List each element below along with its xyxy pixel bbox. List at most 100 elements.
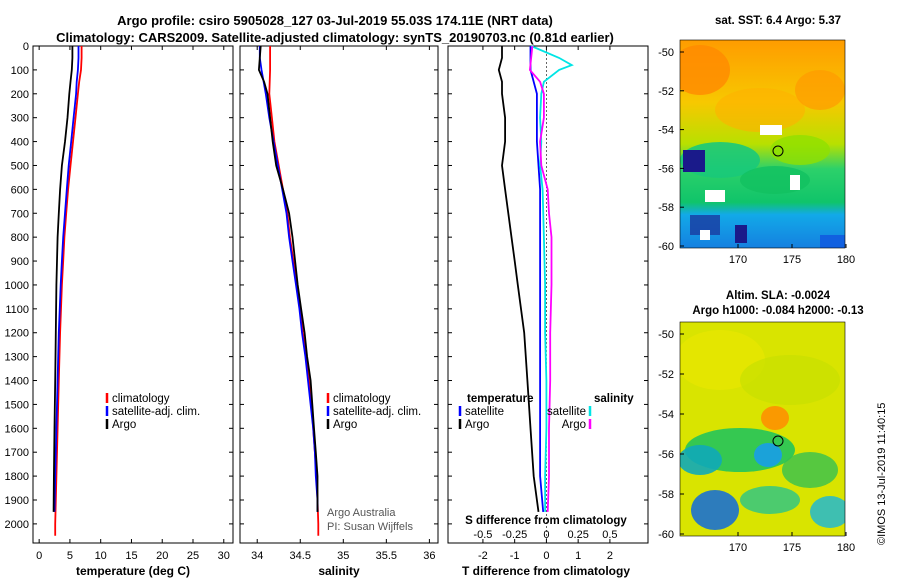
- y-tick-label: 1500: [5, 399, 29, 411]
- series-salinity-argo: [257, 45, 319, 512]
- y-tick-label: 1100: [5, 304, 29, 316]
- x-tick-label: 34.5: [290, 550, 311, 562]
- difference-top-axis-label: S difference from climatology: [465, 515, 627, 527]
- sst-lon-label: 180: [837, 254, 855, 266]
- s-tick-label: -0.25: [502, 529, 527, 541]
- x-tick-label: 0: [543, 550, 549, 562]
- credit-line-1: Argo Australia: [327, 507, 396, 519]
- sla-lat-label: -54: [658, 409, 674, 421]
- sst-lon-label: 170: [729, 254, 747, 266]
- difference-legend-temperature-label: satellite: [465, 406, 504, 418]
- sla-lon-label: 175: [783, 542, 801, 554]
- x-tick-label: 35: [337, 550, 349, 562]
- series-temperature-argo: [52, 46, 74, 512]
- sst-lat-label: -56: [658, 163, 674, 175]
- difference-legend-salinity-label: Argo: [562, 419, 586, 431]
- s-tick-label: 0.25: [567, 529, 588, 541]
- y-tick-label: 2000: [5, 519, 29, 531]
- y-tick-label: 100: [11, 65, 29, 77]
- x-tick-label: 0: [36, 550, 42, 562]
- credit-line-2: PI: Susan Wijffels: [327, 521, 413, 533]
- sst-lat-label: -50: [658, 47, 674, 59]
- y-tick-label: 400: [11, 137, 29, 149]
- y-tick-label: 800: [11, 232, 29, 244]
- series-difference-s-satellite: [530, 45, 574, 512]
- sst-map: [679, 39, 846, 249]
- difference-legend-temperature-title: temperature: [467, 393, 533, 405]
- x-tick-label: 25: [187, 550, 199, 562]
- series-salinity-satellite-adj--clim-: [258, 46, 319, 512]
- y-tick-label: 1800: [5, 471, 29, 483]
- sst-lat-label: -54: [658, 125, 674, 137]
- sla-lon-label: 180: [837, 542, 855, 554]
- title-line-2: Climatology: CARS2009. Satellite-adjuste…: [56, 30, 614, 45]
- x-tick-label: 1: [575, 550, 581, 562]
- y-tick-label: 1200: [5, 328, 29, 340]
- sst-argo-position-marker: [772, 145, 784, 157]
- y-tick-label: 0: [23, 41, 29, 53]
- y-tick-label: 1700: [5, 447, 29, 459]
- difference-axis-label: T difference from climatology: [462, 564, 630, 578]
- title-line-1: Argo profile: csiro 5905028_127 03-Jul-2…: [117, 13, 553, 28]
- s-tick-label: 0.5: [602, 529, 617, 541]
- x-tick-label: 34: [251, 550, 263, 562]
- temperature-legend-label: satellite-adj. clim.: [112, 406, 200, 418]
- y-tick-label: 600: [11, 184, 29, 196]
- s-tick-label: 0: [543, 529, 549, 541]
- sst-cold-patch: [683, 150, 705, 172]
- salinity-axis-label: salinity: [318, 564, 360, 578]
- series-temperature-satellite-adj--clim-: [53, 46, 80, 512]
- temperature-legend-label: Argo: [112, 419, 136, 431]
- sla-lat-label: -56: [658, 449, 674, 461]
- sst-lon-label: 175: [783, 254, 801, 266]
- sst-map-title: sat. SST: 6.4 Argo: 5.37: [714, 15, 842, 27]
- sla-map-title-1: Altim. SLA: -0.0024: [725, 290, 831, 302]
- sst-lat-label: -52: [658, 86, 674, 98]
- plot-frame-salinity: [239, 45, 439, 544]
- series-difference-s-argo: [528, 45, 553, 512]
- x-tick-label: 10: [95, 550, 107, 562]
- x-tick-label: -1: [510, 550, 520, 562]
- x-tick-label: 35.5: [376, 550, 397, 562]
- y-tick-label: 1900: [5, 495, 29, 507]
- sst-lat-label: -60: [658, 241, 674, 253]
- temperature-axis-label: temperature (deg C): [76, 564, 190, 578]
- sla-lat-label: -58: [658, 489, 674, 501]
- sla-map-title-2: Argo h1000: -0.084 h2000: -0.13: [692, 305, 864, 317]
- y-tick-label: 500: [11, 160, 29, 172]
- series-salinity-climatology: [268, 46, 320, 536]
- salinity-legend-label: climatology: [333, 393, 391, 405]
- y-tick-label: 1300: [5, 352, 29, 364]
- x-tick-label: 36: [423, 550, 435, 562]
- series-difference-t-argo: [497, 46, 540, 513]
- x-tick-label: 5: [67, 550, 73, 562]
- y-tick-label: 300: [11, 113, 29, 125]
- sla-argo-position-marker: [772, 435, 784, 447]
- y-tick-label: 1600: [5, 423, 29, 435]
- s-tick-label: -0.5: [473, 529, 492, 541]
- y-tick-label: 1000: [5, 280, 29, 292]
- sla-map: [679, 321, 846, 537]
- sla-lat-label: -60: [658, 529, 674, 541]
- sla-high-anomaly: [761, 406, 789, 430]
- x-tick-label: 20: [156, 550, 168, 562]
- y-tick-label: 200: [11, 89, 29, 101]
- plot-frame-difference: [447, 45, 649, 544]
- difference-legend-salinity-title: salinity: [594, 393, 634, 405]
- salinity-legend-label: Argo: [333, 419, 357, 431]
- y-tick-label: 700: [11, 208, 29, 220]
- difference-legend-salinity-label: satellite: [547, 406, 586, 418]
- x-tick-label: 2: [607, 550, 613, 562]
- sst-lat-label: -58: [658, 202, 674, 214]
- x-tick-label: -2: [478, 550, 488, 562]
- difference-legend-temperature-label: Argo: [465, 419, 489, 431]
- sla-lon-label: 170: [729, 542, 747, 554]
- plot-frame-temperature: [32, 45, 234, 544]
- x-tick-label: 15: [125, 550, 137, 562]
- sla-low-anomaly: [754, 443, 782, 467]
- series-difference-t-satellite: [529, 46, 545, 512]
- sla-lat-label: -52: [658, 369, 674, 381]
- salinity-legend-label: satellite-adj. clim.: [333, 406, 421, 418]
- x-tick-label: 30: [218, 550, 230, 562]
